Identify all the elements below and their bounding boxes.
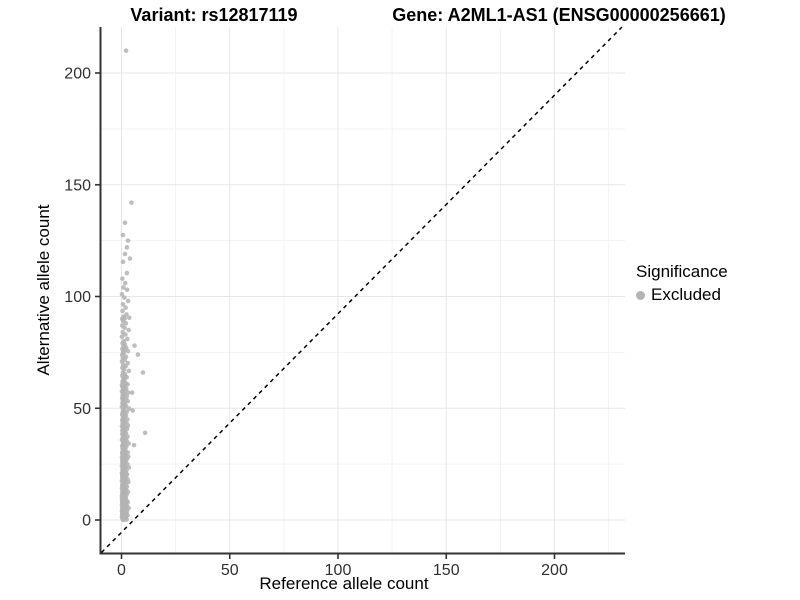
scatter-point: [119, 334, 125, 340]
legend-key-dot-icon: [636, 290, 645, 300]
plot-title-gene: Gene: A2ML1-AS1 (ENSG00000256661): [392, 5, 726, 25]
scatter-point: [125, 390, 131, 395]
x-axis-label: Reference allele count: [259, 574, 429, 593]
scatter-point: [120, 276, 125, 281]
y-axis-label: Alternative allele count: [34, 204, 53, 376]
scatter-point: [126, 441, 131, 446]
scatter-point: [120, 379, 126, 384]
scatter-point: [126, 368, 132, 374]
scatter-point: [125, 398, 131, 404]
scatter-point: [129, 200, 134, 205]
x-tick-label: 200: [541, 562, 568, 579]
scatter-point: [131, 442, 137, 448]
scatter-point: [122, 280, 128, 286]
scatter-point: [126, 406, 132, 411]
scatter-point: [125, 382, 130, 387]
scatter-point: [124, 245, 130, 250]
scatter-point: [124, 287, 130, 293]
identity-line: [100, 26, 623, 554]
plot-title-variant: Variant: rs12817119: [130, 5, 298, 25]
scatter-point: [120, 302, 126, 307]
scatter-point: [121, 517, 126, 523]
legend-item-excluded: Excluded: [636, 285, 728, 305]
scatter-point: [122, 325, 127, 331]
y-tick-label: 50: [73, 401, 91, 418]
scatter-point: [123, 321, 129, 326]
legend-title: Significance: [636, 262, 728, 281]
scatter-point: [125, 238, 131, 243]
scatter-point: [123, 305, 128, 310]
legend: Significance Excluded: [636, 262, 728, 305]
x-tick-label: 50: [221, 562, 239, 579]
scatter-point: [125, 298, 131, 304]
scatter-point: [122, 374, 128, 380]
scatter-point: [119, 291, 125, 297]
y-tick-label: 200: [64, 66, 91, 83]
scatter-point: [125, 348, 131, 354]
x-tick-label: 100: [325, 562, 352, 579]
y-tick-label: 100: [64, 289, 91, 306]
x-tick-label: 0: [117, 562, 126, 579]
scatter-point: [126, 315, 132, 321]
x-tick-label: 150: [433, 562, 460, 579]
scatter-point: [125, 336, 130, 342]
legend-item-label: Excluded: [651, 285, 721, 304]
scatter-point: [126, 327, 131, 333]
scatter-point: [123, 48, 129, 53]
scatter-point: [132, 343, 137, 348]
scatter-point: [122, 295, 127, 300]
scatter-point: [127, 256, 133, 261]
scatter-point: [120, 308, 125, 314]
scatter-point: [142, 430, 148, 436]
scatter-point: [130, 408, 136, 413]
scatter-point: [140, 370, 146, 375]
scatter-point: [122, 251, 128, 257]
scatter-point: [129, 390, 135, 395]
scatter-point: [123, 332, 128, 337]
y-tick-label: 150: [64, 177, 91, 194]
scatter-point: [135, 352, 141, 357]
scatter-point: [120, 232, 126, 238]
scatter-point: [120, 259, 126, 265]
y-tick-label: 0: [82, 513, 91, 530]
scatter-point: [124, 270, 130, 276]
scatter-point: [122, 220, 128, 226]
scatter-point: [121, 285, 126, 290]
